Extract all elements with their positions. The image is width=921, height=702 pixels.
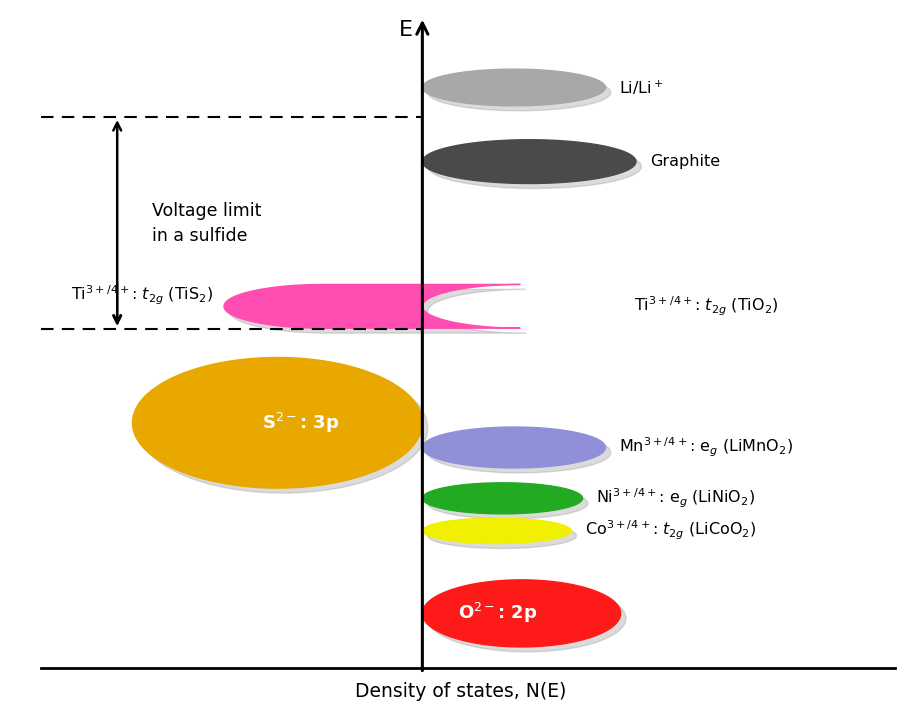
Polygon shape (427, 74, 611, 111)
Text: Density of states, N(E): Density of states, N(E) (355, 682, 566, 701)
Text: Li/Li$^+$: Li/Li$^+$ (619, 79, 664, 97)
Polygon shape (427, 488, 588, 519)
Polygon shape (427, 585, 626, 652)
Polygon shape (423, 427, 605, 468)
Polygon shape (138, 362, 427, 493)
Text: O$^{2-}$: 2p: O$^{2-}$: 2p (458, 602, 538, 625)
Polygon shape (427, 523, 577, 548)
Text: Voltage limit
in a sulfide: Voltage limit in a sulfide (152, 201, 261, 244)
Polygon shape (427, 432, 611, 473)
Text: E: E (399, 20, 414, 41)
Polygon shape (423, 69, 605, 106)
Polygon shape (423, 518, 571, 543)
Text: Ni$^{3+/4+}$: e$_g$ (LiNiO$_2$): Ni$^{3+/4+}$: e$_g$ (LiNiO$_2$) (596, 486, 755, 510)
Polygon shape (224, 284, 520, 329)
Polygon shape (423, 483, 583, 514)
Text: S$^{2-}$: 3p: S$^{2-}$: 3p (262, 411, 339, 435)
Polygon shape (133, 357, 423, 488)
Polygon shape (229, 289, 526, 333)
Text: Ti$^{3+/4+}$: $t_{2g}$ (TiO$_2$): Ti$^{3+/4+}$: $t_{2g}$ (TiO$_2$) (635, 295, 779, 318)
Polygon shape (427, 145, 641, 188)
Text: Ti$^{3+/4+}$: $t_{2g}$ (TiS$_2$): Ti$^{3+/4+}$: $t_{2g}$ (TiS$_2$) (72, 284, 214, 307)
Polygon shape (423, 140, 636, 183)
Text: Mn$^{3+/4+}$: e$_g$ (LiMnO$_2$): Mn$^{3+/4+}$: e$_g$ (LiMnO$_2$) (619, 436, 793, 459)
Text: Graphite: Graphite (649, 154, 720, 169)
Text: Co$^{3+/4+}$: $t_{2g}$ (LiCoO$_2$): Co$^{3+/4+}$: $t_{2g}$ (LiCoO$_2$) (585, 519, 756, 543)
Polygon shape (423, 580, 621, 647)
